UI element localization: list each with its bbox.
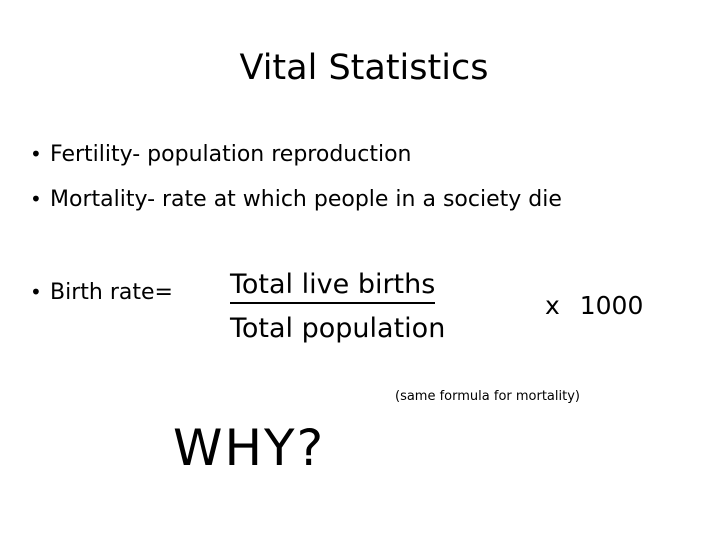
- formula-multiplier: x 1000: [545, 291, 644, 320]
- bullet-mortality: • Mortality- rate at which people in a so…: [30, 185, 562, 214]
- why-question: WHY?: [173, 419, 326, 477]
- bullet-text: Mortality- rate at which people in a soc…: [50, 187, 562, 212]
- bullet-fertility: • Fertility- population reproduction: [30, 140, 411, 169]
- bullet-text: Fertility- population reproduction: [50, 142, 412, 167]
- formula-denominator: Total population: [230, 313, 446, 344]
- mortality-note: (same formula for mortality): [395, 389, 580, 404]
- bullet-dot: •: [30, 280, 42, 304]
- bullet-birth-rate: • Birth rate=: [30, 278, 173, 307]
- bullet-text: Birth rate=: [50, 280, 173, 305]
- slide-title: Vital Statistics: [239, 48, 489, 88]
- bullet-dot: •: [30, 142, 42, 166]
- bullet-dot: •: [30, 187, 42, 211]
- formula-numerator: Total live births: [230, 268, 436, 304]
